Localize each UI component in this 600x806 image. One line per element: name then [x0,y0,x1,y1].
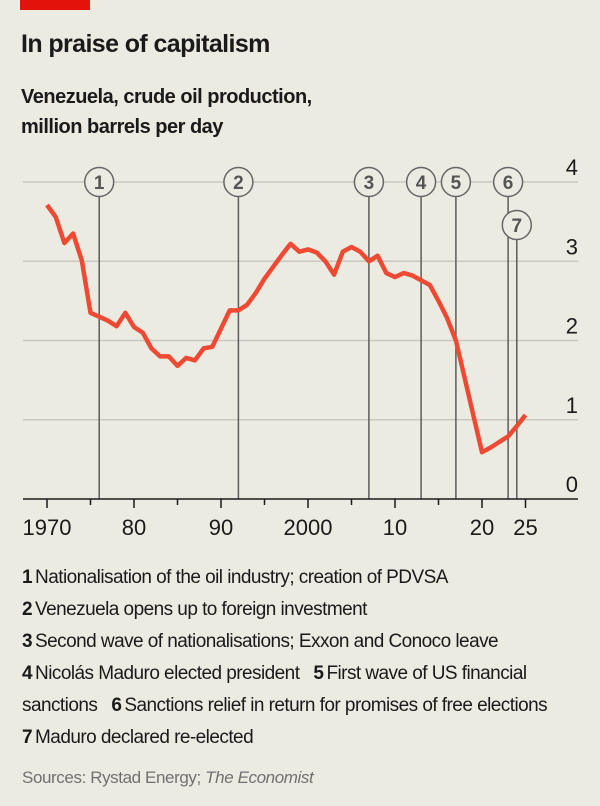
event-note-text: Nationalisation of the oil industry; cre… [35,567,448,588]
source-publication: The Economist [205,768,314,787]
x-tick-label: 25 [513,515,537,540]
y-tick-label: 4 [566,155,578,180]
event-note-number: 1 [22,567,33,588]
event-note-text: Second wave of nationalisations; Exxon a… [35,631,499,652]
x-tick-label: 10 [383,515,407,540]
subtitle-line-1: Venezuela, crude oil production, [21,86,312,108]
event-note-text: Maduro declared re-elected [35,727,254,748]
event-note-text: First wave of US financial sanctions [22,663,527,716]
event-note: 1 Nationalisation of the oil industry; cr… [22,567,448,588]
event-marker-circle [223,166,254,198]
event-note-number: 4 [22,663,33,684]
source-prefix: Sources: Rystad Energy; [22,768,206,787]
source-note: Sources: Rystad Energy; The Economist [22,768,314,788]
event-note: 4 Nicolás Maduro elected president [22,663,300,684]
event-marker-number: 5 [451,173,462,194]
chart-subtitle: Venezuela, crude oil production, million… [21,82,421,142]
y-tick-label: 3 [566,234,578,259]
x-tick-label: 80 [122,515,146,540]
event-note-number: 3 [22,631,33,652]
event-notes: 1 Nationalisation of the oil industry; cr… [22,562,582,754]
event-marker-circle [492,166,524,198]
event-note-text: Nicolás Maduro elected president [35,663,300,684]
event-note: 7 Maduro declared re-elected [22,727,254,748]
event-marker-circle [405,166,437,198]
event-note-number: 5 [313,663,324,684]
event-marker-circle [501,209,533,241]
y-tick-label: 1 [566,393,578,418]
event-note: 3 Second wave of nationalisations; Exxon … [22,631,499,652]
event-marker-number: 1 [94,173,105,194]
line-chart: 0 1 2 3 4 1970 80 90 2000 10 20 25 1 2 3 4 5 6 7 [23,155,578,540]
event-marker-circle [83,166,115,198]
oil-production-line [45,203,528,455]
y-tick-label: 2 [566,314,578,339]
event-note: 5 First wave of US financial sanctions [22,663,527,716]
event-marker-number: 6 [503,173,514,194]
event-marker-number: 2 [233,173,244,194]
event-marker-number: 4 [416,173,427,194]
x-tick-label: 2000 [284,515,333,540]
brand-accent-bar [20,0,90,10]
event-marker-number: 3 [364,173,375,194]
x-tick-label: 90 [209,515,233,540]
event-note: 2 Venezuela opens up to foreign investmen… [22,599,367,620]
subtitle-line-2: million barrels per day [21,116,223,138]
event-marker-number: 7 [512,216,523,237]
chart-title: In praise of capitalism [21,30,270,58]
x-tick-label: 20 [470,515,494,540]
event-note-number: 6 [111,695,122,716]
event-note-number: 7 [22,727,33,748]
event-note-text: Venezuela opens up to foreign investment [35,599,367,620]
y-tick-label: 0 [566,472,578,497]
event-note-text: Sanctions relief in return for promises … [124,695,548,716]
event-note-number: 2 [22,599,33,620]
event-marker-circle [353,166,385,198]
event-marker-circle [440,166,472,198]
event-note: 6 Sanctions relief in return for promises… [111,695,547,716]
x-tick-label: 1970 [23,515,72,540]
